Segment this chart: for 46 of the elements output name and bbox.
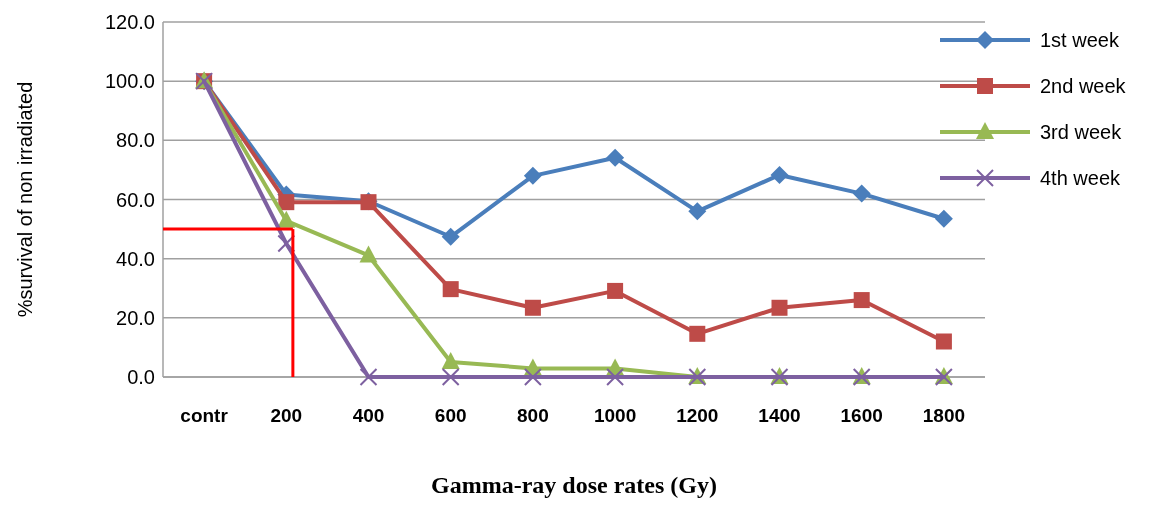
y-tick-label: 120.0 [104,11,155,33]
point [277,210,296,228]
legend-label: 4th week [1040,167,1122,189]
legend-label: 1st week [1040,29,1120,51]
point [441,368,460,386]
x-tick-label: 400 [352,405,385,426]
point [935,333,952,350]
point [771,299,788,316]
point [441,351,460,369]
y-tick-label: 100.0 [104,70,155,93]
y-tick-label: 20.0 [116,306,155,329]
point [934,209,953,228]
legend-label: 2nd week [1040,75,1127,97]
y-tick-label: 0.0 [127,366,155,388]
point [523,368,542,386]
point [607,282,624,299]
y-tick-label: 60.0 [116,188,155,211]
point [853,292,870,309]
x-tick-label: 1800 [922,405,966,426]
point [441,227,460,246]
y-axis-title: %survival of non irradiated [14,81,36,318]
x-axis-title: Gamma-ray dose rates (Gy) [431,472,717,498]
x-tick-label: 800 [517,405,549,426]
point [688,202,707,221]
point [359,245,378,263]
point [606,368,625,386]
point [359,368,378,386]
y-tick-label: 40.0 [116,247,155,270]
point [852,184,871,203]
point [606,148,625,167]
x-tick-label: 600 [434,405,467,426]
x-tick-label: 1600 [840,405,883,426]
x-tick-label: 200 [270,405,303,426]
x-tick-label: 1200 [676,405,719,426]
point [770,165,789,184]
point [689,325,706,342]
y-tick-label: 80.0 [116,129,155,152]
point [442,281,459,298]
point [277,234,296,253]
point [524,299,541,316]
legend-label: 3rd week [1040,121,1123,143]
point [278,194,295,211]
x-tick-label: contr [180,405,229,426]
x-tick-label: 1400 [758,405,801,426]
point [523,166,542,185]
x-tick-label: 1000 [593,405,637,426]
